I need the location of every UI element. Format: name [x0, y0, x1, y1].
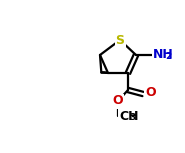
Text: S: S	[115, 34, 125, 47]
Text: 3: 3	[129, 114, 135, 123]
Text: O: O	[145, 86, 156, 99]
Text: NH: NH	[153, 48, 174, 61]
Text: O: O	[113, 95, 123, 108]
Text: 2: 2	[165, 52, 171, 61]
Text: CH: CH	[119, 110, 139, 123]
